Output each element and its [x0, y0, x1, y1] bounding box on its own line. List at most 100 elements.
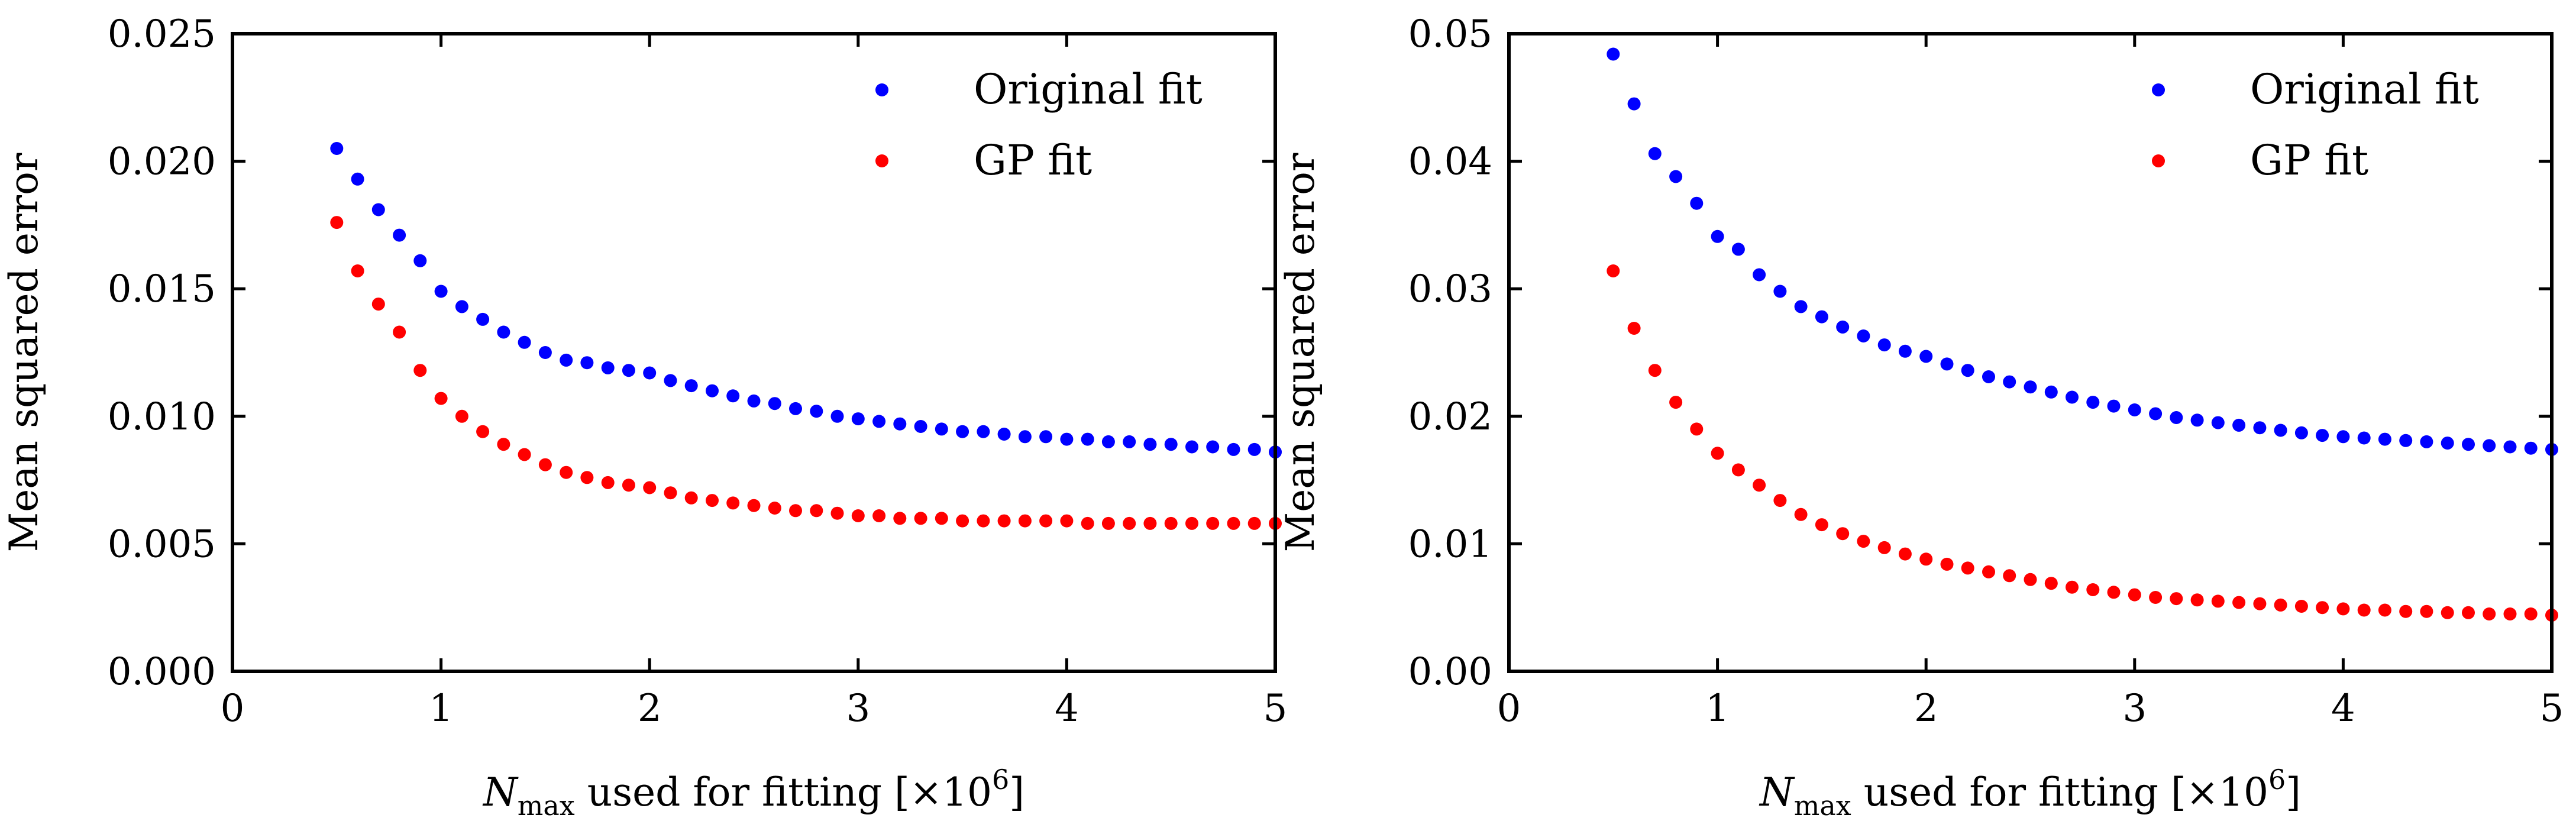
data-point [622, 479, 635, 492]
chart-panel-right: 0 1 2 3 4 5 0.00 0.01 0.02 0.03 0.04 0.05 Mean squar… [1278, 12, 2564, 822]
data-point [810, 405, 823, 418]
data-point [1690, 422, 1704, 436]
data-point [497, 325, 510, 339]
data-point [2190, 593, 2204, 607]
data-point [2232, 596, 2246, 609]
data-point [1961, 364, 1974, 377]
legend-label: GP fit [974, 136, 1092, 185]
data-point [2253, 421, 2267, 435]
data-point [560, 466, 573, 479]
data-point [1877, 338, 1891, 352]
data-point [684, 379, 698, 393]
data-point [2066, 580, 2079, 594]
data-point [1773, 285, 1787, 298]
x-tick-label: 5 [2540, 687, 2564, 730]
data-point [2128, 403, 2141, 416]
data-point [2211, 416, 2225, 429]
data-point [393, 228, 406, 242]
data-point [1247, 442, 1261, 456]
data-point [643, 481, 657, 494]
data-point [1185, 440, 1198, 454]
data-point [371, 298, 385, 311]
data-point [580, 356, 594, 370]
data-point [455, 300, 468, 313]
data-point [2003, 375, 2016, 389]
data-point [1227, 516, 1240, 530]
x-tick-label: 2 [638, 687, 662, 730]
data-point [1607, 264, 1620, 277]
data-point [977, 425, 990, 438]
data-point [1815, 310, 1828, 324]
data-point [997, 514, 1011, 528]
data-point [2190, 413, 2204, 427]
legend-label: Original fit [2250, 65, 2479, 114]
data-point [2378, 432, 2391, 446]
y-tick-label: 0.020 [108, 140, 216, 184]
x-axis-label: Nmax used for fitting [×106] [1759, 764, 2301, 822]
legend: Original fit GP fit [875, 65, 1203, 185]
data-point [1206, 440, 1220, 454]
legend-marker [2152, 83, 2165, 96]
data-point [1081, 432, 1094, 446]
data-point [1731, 463, 1745, 477]
data-point [1857, 535, 1870, 548]
data-point [1247, 516, 1261, 530]
x-tick-label: 1 [429, 687, 453, 730]
data-point [2524, 441, 2538, 455]
x-tick-label: 4 [1055, 687, 1079, 730]
data-point [330, 216, 344, 229]
data-point [706, 384, 719, 397]
data-point [455, 409, 468, 423]
data-point [810, 504, 823, 518]
data-point [2149, 591, 2163, 604]
data-point [1753, 268, 1766, 282]
legend-marker [875, 154, 888, 167]
data-point [664, 374, 677, 387]
y-tick-label: 0.05 [1408, 12, 1493, 56]
data-point [2044, 385, 2058, 399]
data-point [893, 417, 907, 431]
data-point [1753, 479, 1766, 492]
data-point [2024, 573, 2037, 586]
y-tick-label: 0.000 [108, 650, 216, 694]
data-point [1039, 514, 1053, 528]
data-point [1039, 430, 1053, 444]
data-point [2316, 429, 2329, 442]
data-point [872, 509, 886, 522]
chart-panel-left: 0 1 2 3 4 5 0.000 0.005 0.010 0.015 0.020 0.025 Mean… [1, 12, 1287, 822]
data-point [1101, 435, 1115, 448]
data-point [1982, 370, 1995, 383]
data-point [2483, 607, 2496, 620]
data-point [1607, 47, 1620, 61]
series-original-fit [330, 142, 1282, 459]
data-point [1711, 229, 1724, 243]
data-point [914, 512, 927, 525]
data-point [747, 499, 761, 512]
data-point [2483, 439, 2496, 452]
data-point [1185, 516, 1198, 530]
data-point [538, 346, 552, 359]
data-point [2462, 438, 2475, 451]
data-point [2274, 424, 2287, 437]
data-point [1164, 516, 1178, 530]
data-point [601, 476, 615, 489]
x-tick-label: 5 [1263, 687, 1288, 730]
data-point [371, 203, 385, 216]
data-point [1877, 541, 1891, 554]
data-point [1919, 552, 1933, 566]
data-point [1164, 438, 1178, 451]
data-point [2107, 586, 2121, 599]
data-point [1627, 97, 1641, 111]
axes-frame [231, 32, 1277, 673]
data-point [518, 335, 531, 349]
data-point [1669, 396, 1683, 409]
y-tick-label: 0.04 [1408, 140, 1493, 184]
data-point [2441, 606, 2454, 619]
data-point [2294, 426, 2308, 439]
data-point [622, 364, 635, 377]
y-tick-label: 0.025 [108, 12, 216, 56]
data-point [2086, 583, 2100, 596]
data-point [601, 361, 615, 374]
data-point [2024, 380, 2037, 394]
